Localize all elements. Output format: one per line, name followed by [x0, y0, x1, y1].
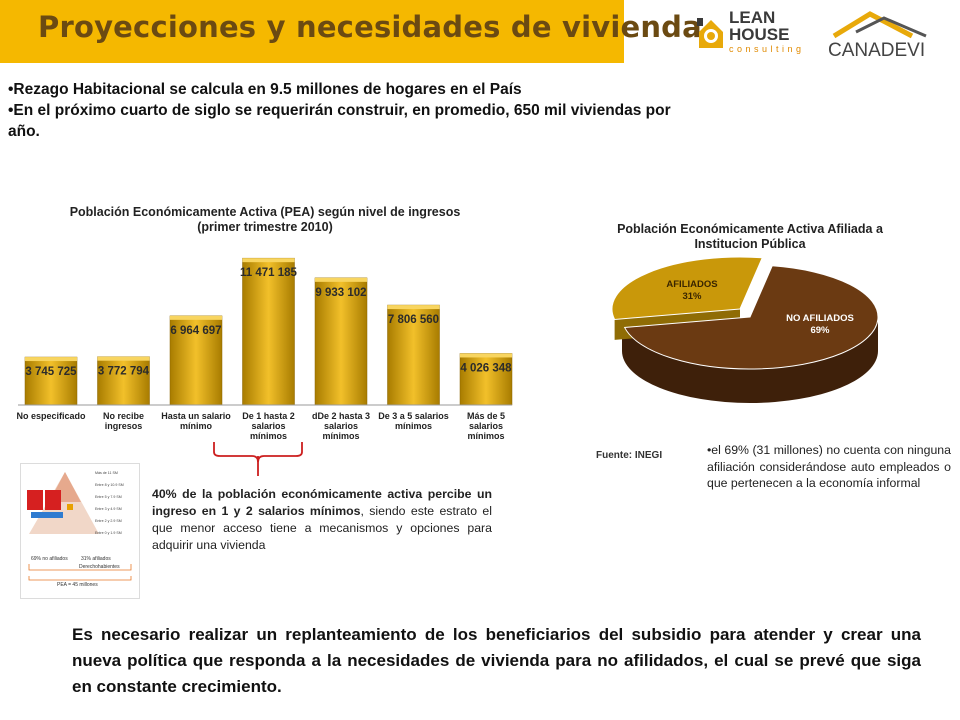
- bar-top-highlight: [315, 277, 367, 282]
- bar-value-label: 4 026 348: [460, 362, 512, 374]
- thumb-right-label: 31% afiliados: [81, 556, 111, 562]
- logo-consulting-text: consulting: [729, 44, 805, 54]
- pie-chart: [611, 256, 879, 403]
- bar: [314, 277, 368, 406]
- pie-slice-value: 69%: [810, 325, 830, 336]
- canadevi-text: CANADEVI: [828, 40, 925, 61]
- bar: [97, 356, 150, 406]
- bar: [24, 356, 78, 406]
- bar-value-label: 7 806 560: [388, 314, 439, 326]
- bullet-item: •En el próximo cuarto de siglo se requer…: [8, 102, 671, 140]
- thumb-level: Entre 8 y 10.9 SM: [95, 483, 124, 487]
- bar: [242, 257, 295, 406]
- income-insight-text: 40% de la población económicamente activ…: [152, 486, 492, 554]
- bar-top-highlight: [97, 356, 150, 361]
- bar-chart-title: Población Económicamente Activa (PEA) se…: [69, 205, 461, 234]
- thumb-level: Entre 2 y 2.9 SM: [95, 519, 122, 523]
- pie-depth-band: [622, 317, 878, 403]
- source-label: Fuente: INEGI: [596, 450, 663, 461]
- pie-slice-label: AFILIADOS 31%: [652, 279, 732, 303]
- thumb-level: Más de 11 SM: [95, 471, 118, 475]
- emphasis-bracket: [213, 442, 303, 476]
- x-tick-label: Más de 5 salarios mínimos: [466, 411, 506, 441]
- x-tick-label: dDe 2 hasta 3 salarios mínimos: [311, 411, 371, 441]
- bullet-item: •Rezago Habitacional se calcula en 9.5 m…: [8, 81, 522, 98]
- bar: [459, 353, 513, 406]
- bar-value-label: 3 772 794: [98, 366, 150, 378]
- bar: [169, 315, 223, 406]
- x-tick-label: No recibe ingresos: [102, 411, 144, 431]
- roof-icon: [832, 11, 927, 39]
- page-title: Proyecciones y necesidades de vivienda: [38, 10, 702, 44]
- x-tick-label: De 1 hasta 2 salarios mínimos: [242, 411, 295, 441]
- thumb-level: Entre 5 y 7.9 SM: [95, 495, 122, 499]
- x-tick-label: De 3 a 5 salarios mínimos: [378, 411, 449, 431]
- logo-lean-text: LEAN: [729, 8, 775, 27]
- bullet-list: •Rezago Habitacional se calcula en 9.5 m…: [8, 79, 688, 142]
- pie-slice: [623, 265, 879, 370]
- bar-top-highlight: [460, 353, 512, 358]
- pie-slice-name: NO AFILIADOS: [786, 313, 854, 324]
- title-banner: Proyecciones y necesidades de vivienda: [0, 0, 702, 63]
- gear-house-icon: [697, 18, 723, 48]
- bar-top-highlight: [242, 258, 295, 263]
- bar-value-label: 9 933 102: [315, 287, 366, 299]
- income-insight-bold: 40% de la población económicamente activ…: [152, 487, 492, 518]
- pie-slice-name: AFILIADOS: [666, 279, 718, 290]
- bar-top-highlight: [387, 305, 440, 310]
- pie-slice: [611, 256, 763, 320]
- thumb-bottom-label: PEA = 45 millones: [57, 582, 98, 588]
- affiliation-note: •el 69% (31 millones) no cuenta con ning…: [707, 443, 951, 490]
- pie-chart-title: Población Económicamente Activa Afiliada…: [617, 222, 883, 251]
- canadevi-logo: CANADEVI: [826, 6, 946, 62]
- bar-value-label: 11 471 185: [240, 267, 298, 279]
- lean-house-logo: LEAN HOUSE consulting: [693, 6, 821, 62]
- bar-top-highlight: [25, 357, 77, 362]
- pie-slice-label: NO AFILIADOS 69%: [780, 313, 860, 337]
- bar-top-highlight: [170, 315, 222, 320]
- pie-slice-value: 31%: [682, 291, 702, 302]
- thumb-level: Entre 0 y 1.9 SM: [95, 531, 122, 535]
- bar-value-label: 6 964 697: [170, 325, 221, 337]
- bar-value-label: 3 745 725: [25, 366, 77, 378]
- income-insight-rest: , siendo este estrato el que menor acces…: [152, 504, 492, 552]
- logo-house-text: HOUSE: [729, 25, 789, 44]
- thumb-level: Entre 3 y 4.9 SM: [95, 507, 122, 511]
- conclusion-text: Es necesario realizar un replanteamiento…: [72, 625, 921, 696]
- bar: [387, 304, 440, 406]
- thumb-sub-label: Derechohabientes: [79, 564, 120, 570]
- thumb-left-label: 69% no afiliados: [31, 556, 68, 562]
- x-tick-label: Hasta un salario mínimo: [161, 411, 231, 431]
- pea-diagram-thumbnail: Más de 11 SM Entre 8 y 10.9 SM Entre 5 y…: [20, 463, 140, 599]
- x-tick-label: No especificado: [16, 411, 86, 421]
